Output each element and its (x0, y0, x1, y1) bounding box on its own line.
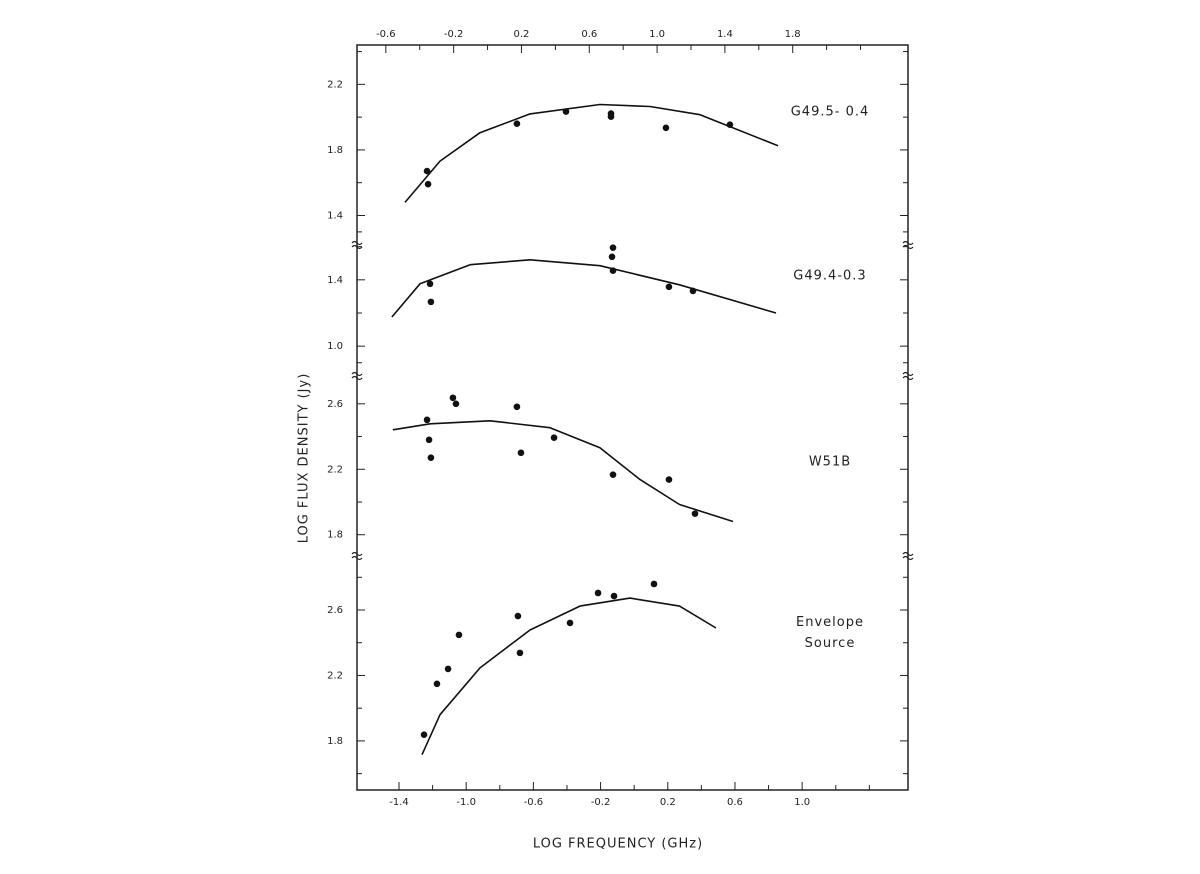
axis-break (351, 371, 363, 377)
data-point (691, 510, 699, 517)
data-point (662, 124, 670, 132)
fit-curve (392, 420, 734, 523)
data-point (427, 298, 435, 306)
x2-tick-label: 1.0 (649, 29, 665, 40)
y-axis-label: LOG FLUX DENSITY (Jy) (297, 373, 312, 544)
data-point (425, 436, 433, 444)
data-point (566, 619, 574, 627)
data-point (608, 253, 616, 261)
panel-label: W51B (809, 455, 851, 470)
y-tick-label: 1.4 (327, 275, 343, 286)
y-tick-label: 2.6 (327, 399, 343, 410)
data-point (423, 416, 431, 424)
x-tick-label: 0.2 (660, 797, 676, 808)
data-point (609, 471, 617, 478)
data-point (433, 680, 441, 688)
data-point (420, 731, 428, 738)
y-tick-label: 1.8 (327, 736, 343, 747)
fit-curve (404, 103, 779, 203)
data-point (610, 592, 618, 600)
x-tick-label: -1.4 (389, 797, 409, 808)
x-axis-label: LOG FREQUENCY (GHz) (533, 837, 703, 852)
plot-frame (356, 44, 909, 791)
x-tick-label: 1.0 (794, 797, 810, 808)
axis-break (902, 551, 914, 557)
data-point (452, 400, 460, 408)
x-tick-label: 0.6 (727, 797, 743, 808)
data-point (455, 631, 463, 639)
axis-break (902, 555, 914, 561)
x-tick-label: -1.0 (456, 797, 476, 808)
y-tick-label: 2.6 (327, 605, 343, 616)
axis-break (902, 371, 914, 377)
data-point (427, 454, 435, 461)
x2-tick-label: -0.2 (444, 29, 464, 40)
axis-break (902, 240, 914, 246)
x-tick-label: -0.2 (591, 797, 611, 808)
x-tick-label: -0.6 (524, 797, 544, 808)
data-point (607, 113, 615, 120)
axis-break (902, 375, 914, 381)
axis-break (351, 240, 363, 246)
y-tick-label: 1.4 (327, 210, 343, 221)
data-point (609, 244, 617, 251)
data-point (513, 403, 521, 411)
panel-label: G49.4-0.3 (793, 269, 866, 284)
axis-break (351, 551, 363, 557)
data-point (426, 280, 434, 288)
y-tick-label: 1.8 (327, 530, 343, 541)
data-point (665, 283, 673, 291)
data-point (516, 649, 524, 657)
x2-tick-label: 0.6 (581, 29, 597, 40)
x2-tick-label: 1.8 (785, 29, 801, 40)
data-point (689, 287, 697, 295)
x2-tick-label: -0.6 (376, 29, 396, 40)
data-point (423, 167, 431, 175)
data-point (665, 476, 673, 483)
y-tick-label: 2.2 (327, 670, 343, 681)
axis-break (351, 375, 363, 381)
data-point (514, 612, 522, 620)
y-tick-label: 1.0 (327, 341, 343, 352)
fit-curve (421, 597, 717, 756)
data-point (444, 665, 452, 673)
data-point (562, 108, 570, 115)
x2-tick-label: 1.4 (717, 29, 733, 40)
data-point (424, 180, 432, 188)
data-point (513, 120, 521, 127)
data-point (650, 580, 658, 588)
y-tick-label: 2.2 (327, 79, 343, 90)
data-point (517, 449, 525, 457)
axis-break (351, 555, 363, 561)
y-tick-label: 1.8 (327, 145, 343, 156)
y-tick-label: 2.2 (327, 464, 343, 475)
data-point (726, 121, 734, 128)
data-point (594, 589, 602, 597)
panel-label: Envelope (796, 615, 864, 630)
panel-label: G49.5- 0.4 (791, 105, 870, 120)
x2-tick-label: 0.2 (513, 29, 529, 40)
panel-label: Source (805, 636, 856, 651)
data-point (550, 434, 558, 441)
data-point (609, 267, 617, 275)
fit-curve (391, 259, 777, 318)
data-point (449, 394, 457, 402)
